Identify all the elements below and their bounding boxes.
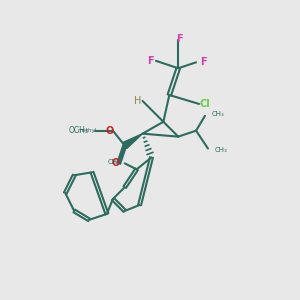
Text: F: F xyxy=(200,57,207,67)
Text: F: F xyxy=(147,56,153,66)
Text: Cl: Cl xyxy=(199,99,210,109)
Text: O: O xyxy=(105,126,113,136)
Text: OCH₃: OCH₃ xyxy=(68,126,88,135)
Text: H: H xyxy=(134,96,141,106)
Text: O: O xyxy=(111,158,119,168)
Text: CH₃: CH₃ xyxy=(212,111,224,117)
Text: F: F xyxy=(176,34,183,44)
Text: CH₃: CH₃ xyxy=(214,147,227,153)
Text: methyl: methyl xyxy=(78,128,97,133)
Polygon shape xyxy=(123,134,142,148)
Text: CH₃: CH₃ xyxy=(107,159,120,165)
